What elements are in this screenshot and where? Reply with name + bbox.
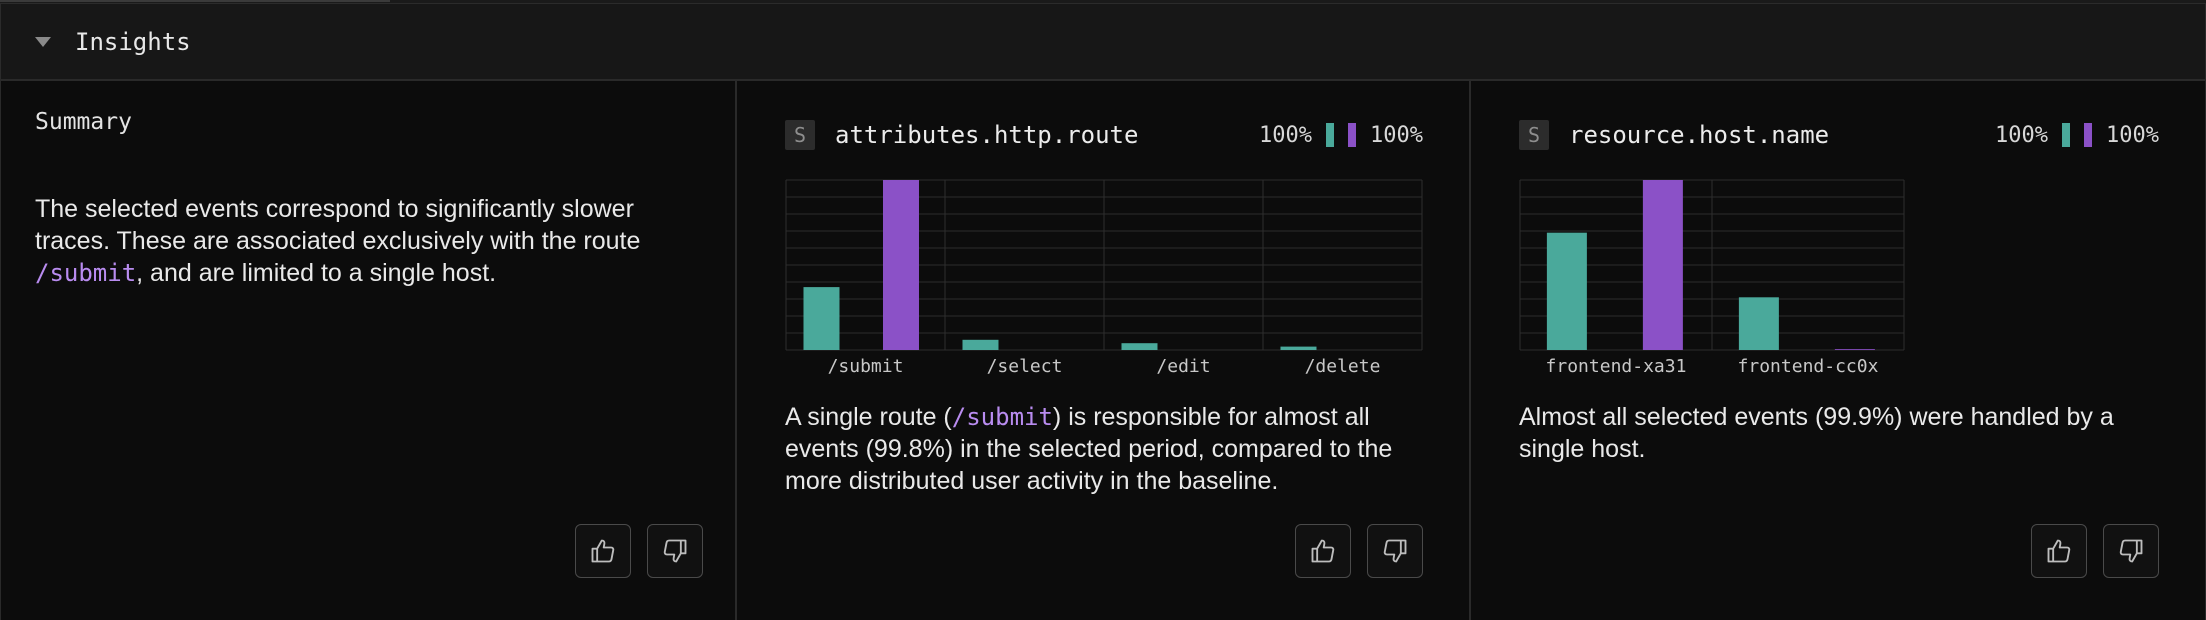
selected-bar-edit — [1121, 343, 1158, 350]
thumbs-down-button[interactable] — [647, 524, 703, 578]
host-field-name: resource.host.name — [1569, 121, 1830, 149]
route-insight-text: A single route (/submit) is responsible … — [785, 401, 1445, 497]
thumbs-down-icon — [2119, 539, 2143, 563]
selected-percentage: 100% — [1259, 122, 1313, 148]
host-percentages: 100% 100% — [1995, 123, 2159, 148]
top-border-segment — [0, 0, 390, 2]
thumbs-up-icon — [1311, 539, 1335, 563]
x-tick-label: frontend-cc0x — [1738, 356, 1879, 377]
baseline-percentage: 100% — [2106, 122, 2159, 148]
baseline-swatch — [1348, 123, 1357, 147]
baseline-bar-frontendxa31 — [1642, 180, 1683, 350]
route-field-name: attributes.http.route — [835, 121, 1139, 149]
insights-title: Insights — [75, 27, 191, 56]
string-type-badge: S — [785, 120, 815, 150]
insights-header[interactable]: Insights — [0, 3, 2206, 81]
summary-text-before: The selected events correspond to signif… — [35, 195, 641, 255]
selected-percentage: 100% — [1995, 122, 2049, 148]
selected-swatch — [2062, 123, 2071, 147]
route-code: /submit — [951, 403, 1053, 431]
route-card-header: S attributes.http.route 100% 100% — [785, 119, 1423, 151]
summary-text-after: , and are limited to a single host. — [136, 259, 497, 287]
baseline-swatch — [2084, 123, 2093, 147]
x-tick-label: /edit — [1156, 356, 1210, 377]
host-card: S resource.host.name 100% 100% frontend-… — [1471, 81, 2206, 620]
summary-panel: Summary The selected events correspond t… — [0, 81, 737, 620]
selected-swatch — [1326, 123, 1335, 147]
selected-bar-delete — [1280, 346, 1317, 350]
thumbs-up-icon — [591, 539, 615, 563]
selected-bar-select — [962, 339, 999, 350]
route-feedback — [1295, 524, 1423, 578]
thumbs-down-button[interactable] — [2103, 524, 2159, 578]
baseline-percentage: 100% — [1370, 122, 1423, 148]
host-card-header: S resource.host.name 100% 100% — [1519, 119, 2159, 151]
route-card: S attributes.http.route 100% 100% /submi… — [737, 81, 1471, 620]
x-tick-label: /submit — [828, 356, 904, 377]
top-border — [0, 0, 2206, 4]
route-bar-chart: /submit/select/edit/delete — [785, 179, 1423, 377]
thumbs-up-icon — [2047, 539, 2071, 563]
baseline-bar-frontendcc0x — [1834, 349, 1875, 350]
thumbs-down-icon — [1383, 539, 1407, 563]
insights-panels: Summary The selected events correspond t… — [0, 81, 2206, 620]
selected-bar-frontendxa31 — [1546, 232, 1587, 350]
x-tick-label: /delete — [1305, 356, 1381, 377]
route-text-before: A single route ( — [785, 403, 952, 431]
route-percentages: 100% 100% — [1259, 123, 1423, 148]
summary-text: The selected events correspond to signif… — [35, 193, 705, 289]
route-text-after: ) is responsible for almost all events (… — [785, 403, 1393, 495]
x-tick-label: frontend-xa31 — [1546, 356, 1687, 377]
host-insight-text: Almost all selected events (99.9%) were … — [1519, 403, 2114, 463]
thumbs-down-button[interactable] — [1367, 524, 1423, 578]
string-type-badge: S — [1519, 120, 1549, 150]
thumbs-down-icon — [663, 539, 687, 563]
host-feedback — [2031, 524, 2159, 578]
thumbs-up-button[interactable] — [2031, 524, 2087, 578]
summary-route-code: /submit — [35, 259, 137, 287]
selected-bar-frontendcc0x — [1738, 297, 1779, 350]
summary-feedback — [575, 524, 703, 578]
x-tick-label: /select — [987, 356, 1063, 377]
summary-title: Summary — [35, 109, 132, 135]
selected-bar-submit — [803, 287, 840, 350]
thumbs-up-button[interactable] — [1295, 524, 1351, 578]
host-bar-chart: frontend-xa31 frontend-cc0x — [1519, 179, 1905, 377]
thumbs-up-button[interactable] — [575, 524, 631, 578]
collapse-caret-icon[interactable] — [35, 36, 51, 47]
baseline-bar-submit — [882, 180, 919, 350]
